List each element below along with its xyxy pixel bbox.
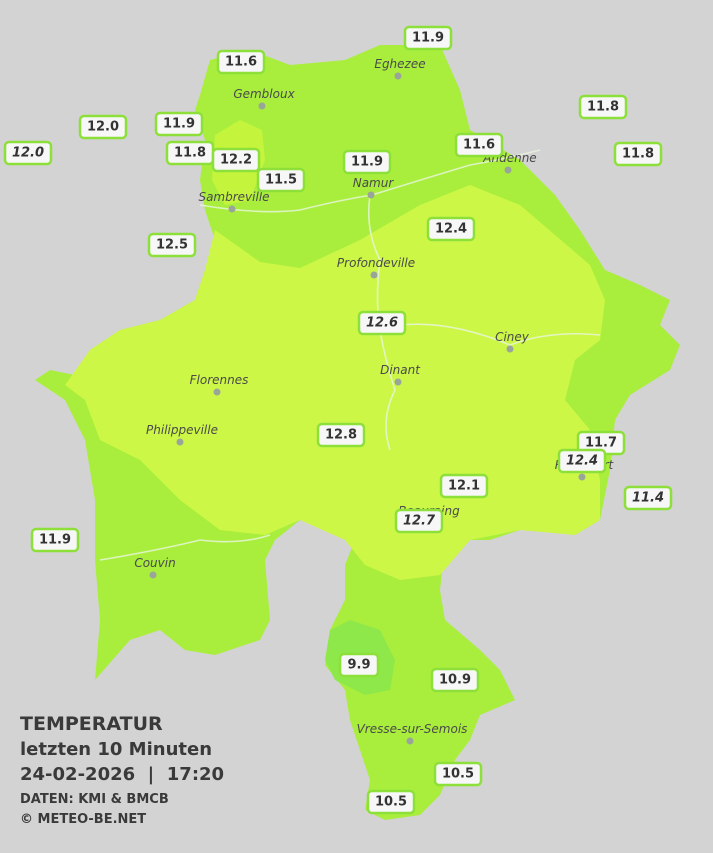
city-label: Eghezee bbox=[374, 57, 425, 71]
city-dot bbox=[394, 72, 402, 80]
station-value: 10.5 bbox=[375, 795, 407, 810]
city-dot bbox=[406, 737, 414, 745]
city-label: Dinant bbox=[380, 363, 421, 377]
station-box bbox=[78, 114, 128, 140]
station-box bbox=[3, 140, 53, 166]
station-value: 11.7 bbox=[585, 436, 617, 451]
city-dot bbox=[578, 473, 586, 481]
city-dot bbox=[506, 345, 514, 353]
stations: 11.9 11.6 11.8 12.0 11.9 11.6 12.0 11.8 12.2 11.9… bbox=[3, 25, 673, 815]
city-dot bbox=[213, 388, 221, 396]
city-label: Sambreville bbox=[198, 190, 269, 204]
station-box bbox=[366, 789, 416, 815]
city-label: Philippeville bbox=[146, 423, 218, 437]
legend-datetime: 24-02-2026 | 17:20 bbox=[20, 764, 224, 785]
city-label: Gembloux bbox=[233, 87, 295, 101]
station-box bbox=[439, 473, 489, 499]
legend-subtitle: letzten 10 Minuten bbox=[20, 739, 212, 760]
station-value: 12.8 bbox=[325, 428, 357, 443]
station-box bbox=[623, 485, 673, 511]
station-value: 10.9 bbox=[439, 673, 471, 688]
station-value: 12.4 bbox=[435, 222, 467, 237]
city-label: Florennes bbox=[190, 373, 249, 387]
station-value: 11.9 bbox=[351, 155, 383, 170]
station-box bbox=[211, 147, 261, 173]
station-box bbox=[342, 149, 392, 175]
city-dot bbox=[504, 166, 512, 174]
legend-title: TEMPERATUR bbox=[20, 713, 163, 735]
city-label: Profondeville bbox=[337, 256, 415, 270]
station-value: 11.8 bbox=[174, 146, 206, 161]
station-value: 12.5 bbox=[156, 238, 188, 253]
station-value: 11.8 bbox=[587, 100, 619, 115]
station-value: 11.6 bbox=[225, 55, 257, 70]
station-box bbox=[147, 232, 197, 258]
station-value: 9.9 bbox=[347, 658, 370, 673]
station-value: 12.7 bbox=[403, 514, 436, 529]
city-dot bbox=[176, 438, 184, 446]
city-dot bbox=[228, 205, 236, 213]
legend-copyright: © METEO-BE.NET bbox=[20, 812, 146, 827]
station-box bbox=[578, 94, 628, 120]
station-value: 12.6 bbox=[366, 316, 398, 331]
station-box bbox=[454, 132, 504, 158]
station-box bbox=[426, 216, 476, 242]
station-value: 12.0 bbox=[12, 146, 44, 161]
city-label: Couvin bbox=[134, 556, 175, 570]
station-value: 10.5 bbox=[442, 767, 474, 782]
station-value: 12.0 bbox=[87, 120, 119, 135]
city-label: Vresse-sur-Semois bbox=[357, 722, 468, 736]
city-dot bbox=[370, 271, 378, 279]
station-box bbox=[394, 508, 444, 534]
station-box bbox=[154, 111, 204, 137]
station-value: 11.6 bbox=[463, 138, 495, 153]
station-value: 12.1 bbox=[448, 479, 480, 494]
station-value: 11.4 bbox=[632, 491, 664, 506]
legend: TEMPERATUR letzten 10 Minuten 24-02-2026… bbox=[20, 713, 224, 827]
city-dot bbox=[394, 378, 402, 386]
city-dot bbox=[367, 191, 375, 199]
station-value: 11.8 bbox=[622, 147, 654, 162]
legend-source: DATEN: KMI & BMCB bbox=[20, 792, 169, 807]
station-box bbox=[357, 310, 407, 336]
city-dot bbox=[258, 102, 266, 110]
station-value: 11.9 bbox=[412, 31, 444, 46]
station-box bbox=[403, 25, 453, 51]
cities: EghezeeGemblouxAndenneNamurSambrevillePr… bbox=[134, 57, 615, 745]
station-value: 11.9 bbox=[39, 533, 71, 548]
station-box bbox=[433, 761, 483, 787]
station-value: 11.9 bbox=[163, 117, 195, 132]
station-value: 12.4 bbox=[566, 454, 598, 469]
station-box bbox=[216, 49, 266, 75]
station-box bbox=[430, 667, 480, 693]
station-box bbox=[256, 167, 306, 193]
station-value: 11.5 bbox=[265, 173, 297, 188]
station-box bbox=[338, 652, 380, 678]
city-label: Namur bbox=[353, 176, 395, 190]
station-box bbox=[557, 448, 607, 474]
city-label: Ciney bbox=[495, 330, 530, 344]
station-box bbox=[613, 141, 663, 167]
station-value: 12.2 bbox=[220, 153, 252, 168]
station-box bbox=[316, 422, 366, 448]
city-dot bbox=[149, 571, 157, 579]
station-box bbox=[30, 527, 80, 553]
